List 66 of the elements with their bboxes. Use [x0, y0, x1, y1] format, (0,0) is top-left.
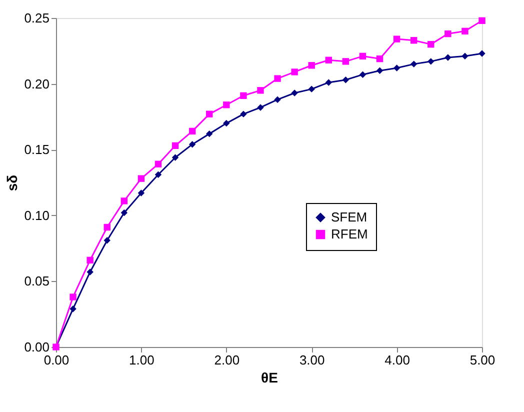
point	[240, 92, 247, 99]
x-tick-label: 5.00	[470, 352, 496, 368]
point	[376, 55, 384, 62]
point	[393, 64, 400, 72]
point	[104, 224, 110, 231]
point	[478, 17, 486, 24]
point	[257, 104, 264, 111]
point	[444, 30, 452, 38]
point	[138, 175, 145, 182]
point	[172, 142, 179, 150]
point	[86, 268, 94, 276]
x-tick-label: 0.00	[44, 352, 70, 368]
point	[138, 190, 145, 196]
y-tick-label: 0.00	[24, 340, 50, 354]
point	[410, 37, 418, 44]
y-axis-title: sδ	[4, 174, 20, 192]
x-tick-label: 2.00	[214, 352, 240, 368]
point	[308, 86, 315, 92]
point	[188, 140, 196, 148]
point	[120, 198, 128, 204]
point	[70, 294, 76, 300]
point	[428, 40, 434, 48]
point	[325, 56, 332, 64]
point	[206, 110, 213, 118]
point	[291, 68, 298, 76]
y-tick-label: 0.15	[24, 142, 50, 158]
point	[359, 71, 366, 78]
point	[478, 50, 486, 57]
point	[188, 128, 196, 135]
point	[325, 79, 332, 86]
legend-label: RFEM	[331, 226, 368, 242]
point	[342, 58, 350, 65]
point	[223, 120, 230, 127]
point	[444, 54, 452, 61]
point	[393, 36, 400, 42]
y-tick-label: 0.20	[24, 76, 50, 92]
y-tick-label: 0.10	[24, 208, 50, 223]
point	[410, 60, 418, 68]
x-tick-label: 4.00	[384, 352, 410, 368]
point	[274, 96, 281, 103]
legend-label: SFEM	[331, 210, 368, 224]
x-tick-label: 1.00	[129, 352, 154, 368]
point	[291, 90, 298, 96]
point	[240, 110, 247, 118]
point	[86, 256, 94, 264]
point	[376, 67, 384, 74]
point	[223, 102, 230, 108]
point	[462, 28, 468, 35]
point	[274, 75, 281, 82]
point	[359, 52, 366, 60]
point	[257, 87, 264, 94]
point	[308, 62, 315, 69]
point	[154, 160, 162, 168]
y-tick-label: 0.25	[24, 10, 50, 26]
y-tick-label: 0.05	[24, 274, 50, 289]
point	[172, 154, 179, 161]
point	[154, 171, 162, 178]
point	[342, 76, 350, 84]
point	[120, 209, 128, 216]
point	[104, 237, 110, 244]
point	[206, 130, 213, 138]
point	[428, 58, 434, 65]
point	[462, 52, 468, 60]
x-tick-label: 3.00	[299, 352, 325, 368]
x-axis-title: θE	[261, 370, 278, 386]
point	[70, 305, 76, 312]
